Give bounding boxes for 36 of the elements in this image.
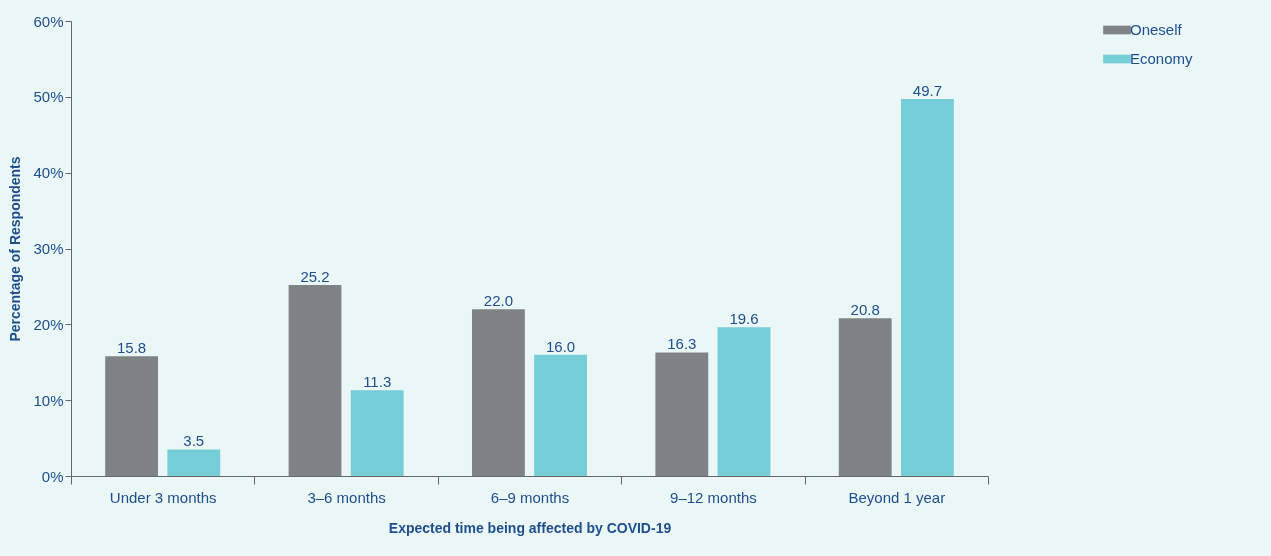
bar bbox=[167, 449, 221, 476]
bar bbox=[105, 356, 159, 476]
bar bbox=[838, 318, 892, 476]
x-tick-label: Beyond 1 year bbox=[848, 488, 946, 506]
data-label: 49.7 bbox=[912, 82, 942, 100]
data-label: 16.3 bbox=[667, 335, 697, 353]
data-label: 25.2 bbox=[300, 267, 330, 285]
bar bbox=[350, 390, 404, 476]
bar bbox=[717, 327, 771, 476]
y-tick-label: 10% bbox=[33, 391, 64, 409]
data-label: 16.0 bbox=[545, 337, 576, 355]
x-tick-label: Under 3 months bbox=[109, 488, 217, 506]
y-tick-label: 50% bbox=[33, 88, 64, 106]
x-tick-label: 3–6 months bbox=[307, 488, 386, 506]
y-tick-label: 0% bbox=[41, 467, 64, 485]
bar bbox=[288, 284, 342, 476]
y-tick-label: 40% bbox=[33, 164, 64, 182]
data-label: 11.3 bbox=[363, 373, 392, 391]
data-label: 19.6 bbox=[729, 310, 759, 328]
x-tick-label: 6–9 months bbox=[490, 488, 570, 506]
x-tick-label: 9–12 months bbox=[670, 488, 757, 506]
y-tick-label: 30% bbox=[33, 240, 64, 257]
legend-label: Economy bbox=[1130, 50, 1194, 67]
data-label: 3.5 bbox=[183, 432, 205, 450]
data-label: 15.8 bbox=[117, 339, 147, 357]
data-label: 22.0 bbox=[483, 292, 514, 310]
bar bbox=[534, 354, 588, 476]
legend-label: Oneself bbox=[1130, 21, 1183, 38]
y-tick-label: 20% bbox=[33, 315, 64, 333]
bar bbox=[900, 99, 954, 476]
x-axis-title: Expected time being affected by COVID-19 bbox=[388, 519, 672, 536]
bar bbox=[471, 309, 525, 476]
bar bbox=[655, 352, 709, 476]
data-label: 20.8 bbox=[850, 301, 880, 319]
y-axis-title: Percentage of Respondents bbox=[7, 156, 24, 342]
y-tick-label: 60% bbox=[33, 12, 64, 30]
